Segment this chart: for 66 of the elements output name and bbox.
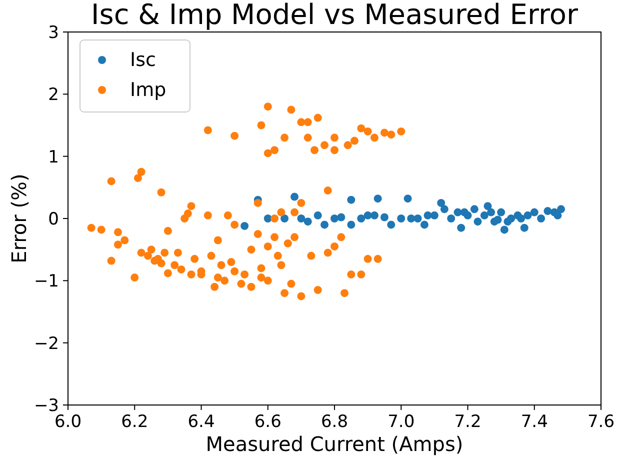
point (507, 214, 516, 222)
point (494, 216, 502, 224)
point (240, 222, 249, 230)
point (470, 205, 478, 214)
point (557, 205, 566, 214)
point (480, 211, 488, 220)
point (337, 213, 346, 222)
x-tick-label: 6.4 (188, 412, 215, 432)
x-tick-label: 6.8 (320, 412, 348, 432)
point (440, 205, 448, 214)
point (437, 198, 446, 207)
point (414, 214, 422, 222)
point (290, 192, 299, 201)
point (314, 211, 322, 220)
point (497, 208, 506, 216)
point (304, 218, 312, 226)
point (264, 214, 272, 222)
point (347, 220, 356, 229)
point (280, 214, 289, 222)
point (420, 220, 428, 229)
point (524, 211, 532, 220)
point (357, 214, 366, 222)
y-tick-label: 1 (48, 147, 59, 168)
x-tick-label: 7.4 (520, 412, 548, 432)
point (387, 220, 396, 229)
x-tick-label: 6.6 (254, 412, 282, 432)
point (347, 196, 356, 204)
y-tick-label: 3 (48, 23, 59, 43)
x-tick-label: 7.6 (587, 412, 615, 432)
point (500, 226, 508, 234)
point (530, 208, 538, 216)
point (457, 224, 466, 232)
point (484, 202, 492, 210)
point (544, 207, 552, 216)
x-tick-label: 6.2 (121, 412, 148, 432)
point (554, 211, 562, 220)
point (397, 214, 406, 222)
point (447, 214, 456, 222)
legend-label: Isc (130, 49, 156, 71)
x-tick-label: 7.2 (454, 412, 482, 432)
chart-title: Isc & Imp Model vs Measured Error (90, 0, 578, 31)
point (380, 213, 388, 222)
x-tick-label: 7.0 (388, 412, 415, 432)
y-tick-label: 2 (48, 85, 59, 106)
point (320, 220, 329, 229)
point (374, 194, 382, 203)
point (517, 214, 526, 222)
point (297, 214, 306, 222)
point (460, 208, 468, 216)
y-tick-label: −2 (34, 334, 59, 354)
point (487, 208, 496, 216)
point (474, 218, 482, 226)
x-axis-title: Measured Current (Amps) (206, 432, 464, 456)
y-axis-title: Error (%) (7, 174, 31, 264)
point (520, 224, 528, 232)
point (407, 214, 416, 222)
point (424, 211, 432, 220)
point (430, 211, 438, 220)
y-tick-label: −1 (34, 272, 59, 292)
point (370, 211, 378, 220)
point (537, 214, 546, 222)
point (364, 211, 372, 220)
legend-label: Imp (130, 79, 166, 101)
point (330, 214, 338, 222)
point (404, 194, 412, 203)
y-tick-label: 0 (48, 210, 59, 230)
